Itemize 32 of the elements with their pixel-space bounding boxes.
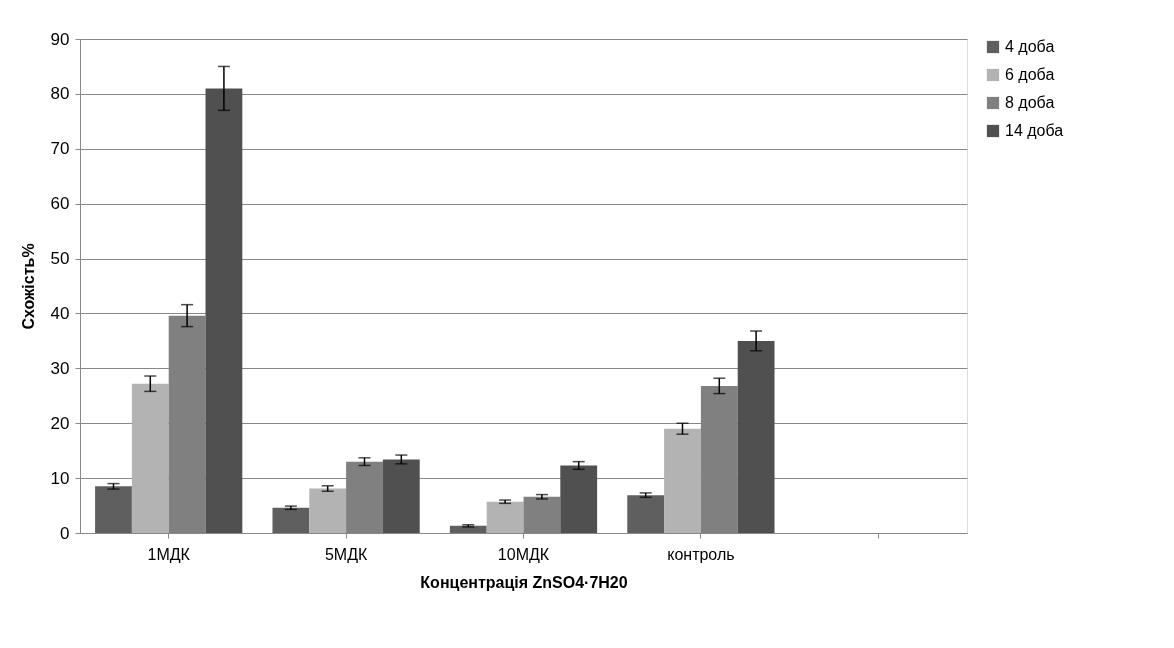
bar — [131, 383, 169, 533]
bar — [272, 507, 310, 533]
bar — [309, 488, 347, 533]
legend-label: 6 доба — [1005, 66, 1055, 83]
y-tick-label: 90 — [50, 29, 70, 49]
legend-label: 14 доба — [1005, 122, 1064, 139]
bar — [627, 495, 665, 533]
bar — [664, 428, 701, 533]
legend-label: 8 доба — [1005, 94, 1055, 111]
y-tick-label: 80 — [50, 84, 70, 104]
y-tick-label: 40 — [50, 303, 70, 323]
bar — [737, 340, 775, 533]
bar — [486, 501, 524, 533]
bar — [382, 459, 420, 533]
y-axis-title: Схожість% — [19, 243, 37, 330]
bar — [449, 525, 487, 533]
x-tick-label: 1МДК — [147, 545, 191, 563]
x-tick-label: 10МДК — [497, 545, 550, 563]
legend-label: 4 доба — [1005, 38, 1055, 55]
x-axis-title: Концентрація ZnSO4·7H20 — [420, 573, 628, 591]
bar — [560, 465, 598, 533]
y-tick-label: 70 — [50, 139, 70, 159]
y-tick-label: 30 — [50, 358, 70, 378]
y-tick-label: 60 — [50, 194, 70, 214]
x-tick-label: 5МДК — [324, 545, 368, 563]
bar — [205, 88, 243, 533]
bar — [95, 486, 132, 533]
y-tick-label: 0 — [60, 523, 70, 543]
y-tick-label: 50 — [50, 249, 70, 269]
y-tick-label: 20 — [50, 413, 70, 433]
x-tick-label: контроль — [667, 545, 735, 563]
y-tick-label: 10 — [50, 468, 70, 488]
